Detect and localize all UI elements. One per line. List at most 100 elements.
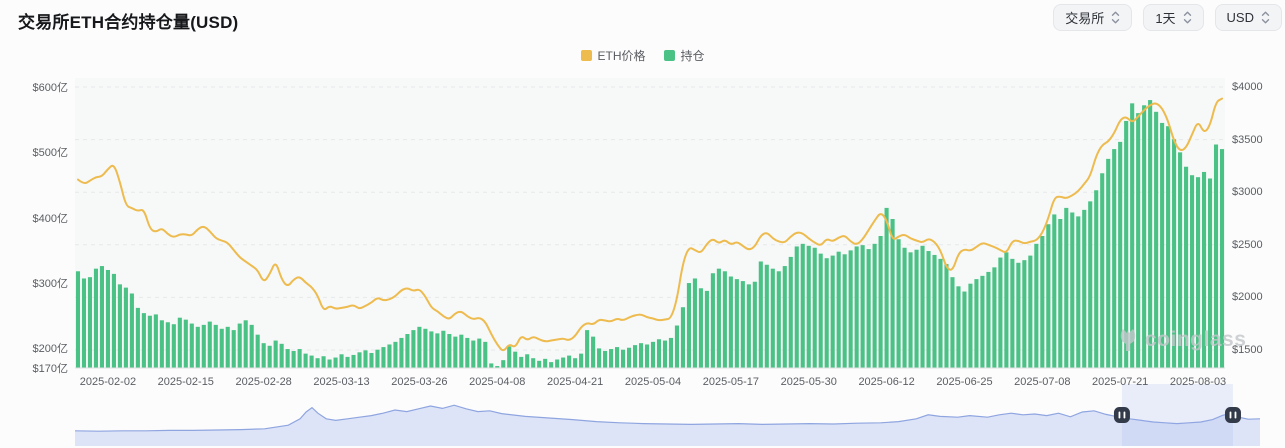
oi-bar[interactable] <box>872 243 877 368</box>
oi-bar[interactable] <box>1010 258 1015 368</box>
oi-bar[interactable] <box>668 337 674 368</box>
oi-bar[interactable] <box>597 348 602 368</box>
oi-bar[interactable] <box>956 286 961 368</box>
oi-bar[interactable] <box>944 264 949 368</box>
oi-bar[interactable] <box>495 366 500 368</box>
oi-bar[interactable] <box>261 343 266 368</box>
oi-bar[interactable] <box>159 320 164 368</box>
oi-bar[interactable] <box>992 267 997 368</box>
oi-bar[interactable] <box>177 317 182 368</box>
navigator-selection[interactable] <box>1121 384 1233 446</box>
oi-bar[interactable] <box>794 246 799 368</box>
oi-bar[interactable] <box>423 328 428 368</box>
oi-bar[interactable] <box>980 275 985 368</box>
oi-bar[interactable] <box>123 287 128 368</box>
oi-bar[interactable] <box>914 249 919 368</box>
oi-bar[interactable] <box>237 323 242 368</box>
oi-bar[interactable] <box>309 355 314 368</box>
oi-bar[interactable] <box>609 349 614 368</box>
oi-bar[interactable] <box>890 219 895 368</box>
oi-bar[interactable] <box>465 337 470 368</box>
currency-select[interactable]: USD <box>1214 4 1282 31</box>
oi-bar[interactable] <box>1058 219 1063 368</box>
oi-bar[interactable] <box>285 349 290 368</box>
oi-bar[interactable] <box>1088 201 1093 368</box>
oi-bar[interactable] <box>878 236 883 368</box>
oi-bar[interactable] <box>1190 175 1195 368</box>
oi-bar[interactable] <box>650 341 656 368</box>
oi-bar[interactable] <box>986 271 991 368</box>
oi-bar[interactable] <box>1184 166 1189 368</box>
oi-bar[interactable] <box>567 355 572 368</box>
oi-bar[interactable] <box>812 247 817 368</box>
oi-bar[interactable] <box>644 344 650 368</box>
oi-bar[interactable] <box>674 325 679 368</box>
oi-bar[interactable] <box>818 253 823 368</box>
interval-select[interactable]: 1天 <box>1143 4 1204 31</box>
oi-bar[interactable] <box>105 269 110 368</box>
oi-bar[interactable] <box>716 268 721 368</box>
oi-bar[interactable] <box>459 334 464 368</box>
oi-bar[interactable] <box>549 362 554 368</box>
oi-bar[interactable] <box>273 340 278 368</box>
oi-bar[interactable] <box>291 351 296 368</box>
oi-bar[interactable] <box>321 356 326 368</box>
oi-bar[interactable] <box>686 283 691 368</box>
oi-bar[interactable] <box>561 357 566 368</box>
oi-bar[interactable] <box>950 277 955 368</box>
oi-bar[interactable] <box>363 350 368 368</box>
oi-bar[interactable] <box>141 313 146 368</box>
oi-bar[interactable] <box>884 207 889 368</box>
oi-bar[interactable] <box>926 251 931 368</box>
oi-bar[interactable] <box>968 283 973 368</box>
oi-bar[interactable] <box>1016 262 1021 368</box>
oi-bar[interactable] <box>1004 252 1009 368</box>
oi-bar[interactable] <box>1022 260 1027 368</box>
oi-bar[interactable] <box>327 359 332 369</box>
oi-bar[interactable] <box>117 284 122 368</box>
oi-bar[interactable] <box>345 356 350 368</box>
oi-bar[interactable] <box>1178 152 1183 368</box>
oi-bar[interactable] <box>579 353 584 368</box>
navigator-handle-right[interactable] <box>1224 407 1241 423</box>
oi-bar[interactable] <box>842 254 847 368</box>
oi-bar[interactable] <box>357 352 362 368</box>
oi-bar[interactable] <box>1052 214 1057 368</box>
oi-bar[interactable] <box>243 320 248 368</box>
oi-bar[interactable] <box>417 326 422 368</box>
oi-bar[interactable] <box>489 363 494 368</box>
oi-bar[interactable] <box>1082 209 1087 368</box>
oi-bar[interactable] <box>207 321 212 368</box>
oi-bar[interactable] <box>555 359 560 369</box>
oi-bar[interactable] <box>1106 158 1111 368</box>
oi-bar[interactable] <box>632 345 638 368</box>
oi-bar[interactable] <box>525 354 530 368</box>
oi-bar[interactable] <box>1112 149 1117 368</box>
oi-bar[interactable] <box>87 277 93 368</box>
oi-bar[interactable] <box>369 352 374 368</box>
oi-bar[interactable] <box>249 324 254 368</box>
oi-bar[interactable] <box>183 319 188 368</box>
oi-bar[interactable] <box>1064 207 1069 368</box>
oi-bar[interactable] <box>447 334 452 368</box>
oi-bar[interactable] <box>165 322 170 368</box>
oi-bar[interactable] <box>932 254 937 368</box>
oi-bar[interactable] <box>770 268 775 368</box>
oi-bar[interactable] <box>201 324 206 368</box>
oi-bar[interactable] <box>1130 103 1135 368</box>
oi-bar[interactable] <box>1118 141 1123 368</box>
oi-bar[interactable] <box>399 337 404 368</box>
oi-bar[interactable] <box>662 340 668 368</box>
exchange-select[interactable]: 交易所 <box>1053 4 1133 31</box>
oi-bar[interactable] <box>626 347 632 368</box>
oi-bar[interactable] <box>638 343 644 368</box>
oi-bar[interactable] <box>836 251 841 368</box>
oi-bar[interactable] <box>1196 177 1201 368</box>
oi-bar[interactable] <box>135 307 140 368</box>
oi-bar[interactable] <box>513 351 518 368</box>
oi-bar[interactable] <box>752 281 757 368</box>
oi-bar[interactable] <box>740 281 745 368</box>
oi-bar[interactable] <box>704 290 709 368</box>
oi-bar[interactable] <box>129 293 134 369</box>
